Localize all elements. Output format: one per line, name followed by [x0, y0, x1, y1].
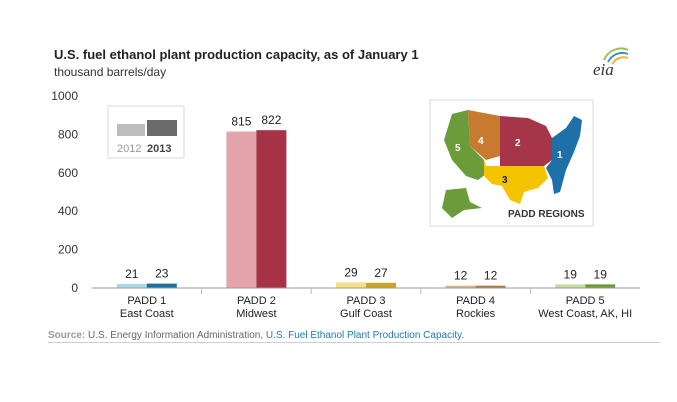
- source-text: U.S. Energy Information Administration,: [85, 330, 266, 341]
- x-tick-label: Gulf Coast: [340, 308, 392, 320]
- x-tick-label: PADD 5: [566, 295, 605, 307]
- legend: 2012 2013: [107, 105, 185, 159]
- padd3-region: [484, 160, 548, 204]
- bar-2013-1: [146, 283, 177, 288]
- legend-swatch-2012: [117, 124, 145, 136]
- data-label-2012-3: 29: [344, 265, 358, 279]
- source-divider: [48, 342, 660, 343]
- data-label-2012-2: 815: [231, 115, 251, 129]
- source-label: Source:: [48, 330, 86, 341]
- x-tick-label: West Coast, AK, HI: [538, 308, 632, 320]
- bar-2012-2: [226, 131, 257, 288]
- map-label-3: 3: [502, 175, 508, 186]
- map-label-5: 5: [455, 143, 461, 154]
- legend-swatch-2013: [147, 120, 177, 136]
- data-label-2012-5: 19: [564, 267, 578, 281]
- bar-2012-3: [336, 282, 366, 288]
- data-label-2012-1: 21: [125, 267, 139, 281]
- y-tick-label: 600: [58, 166, 78, 180]
- map-label-2: 2: [515, 138, 521, 149]
- y-tick-label: 400: [58, 204, 78, 218]
- bar-2012-5: [555, 284, 586, 288]
- x-tick-label: Rockies: [456, 308, 496, 320]
- data-label-2012-4: 12: [454, 269, 468, 283]
- bar-2012-4: [445, 285, 476, 288]
- data-label-2013-4: 12: [484, 269, 498, 283]
- y-tick-label: 800: [58, 127, 78, 141]
- padd4-region: [468, 110, 500, 160]
- map-label-1: 1: [557, 150, 563, 161]
- data-label-2013-3: 27: [374, 266, 388, 280]
- y-tick-label: 0: [71, 281, 78, 295]
- x-tick-label: Midwest: [236, 308, 276, 320]
- x-tick-label: East Coast: [120, 308, 174, 320]
- eia-logo: eia: [593, 60, 614, 79]
- data-label-2013-2: 822: [261, 113, 281, 127]
- bar-2013-3: [366, 282, 396, 288]
- source-link[interactable]: U.S. Fuel Ethanol Plant Production Capac…: [265, 330, 462, 341]
- map-label-4: 4: [478, 136, 484, 147]
- bar-2012-1: [116, 283, 147, 288]
- data-label-2013-1: 23: [155, 267, 169, 281]
- legend-label-2013: 2013: [147, 143, 171, 155]
- chart-title: U.S. fuel ethanol plant production capac…: [54, 47, 419, 62]
- chart-subtitle: thousand barrels/day: [54, 65, 167, 79]
- bar-2013-2: [256, 130, 287, 288]
- padd2-region: [500, 116, 552, 166]
- x-tick-label: PADD 1: [127, 295, 166, 307]
- padd5-region: [444, 110, 486, 180]
- map-caption: PADD REGIONS: [508, 209, 585, 220]
- padd-map: 5 4 2 1 3 PADD REGIONS: [429, 99, 594, 227]
- x-tick-label: PADD 4: [456, 295, 495, 307]
- bar-2013-4: [475, 285, 506, 288]
- data-label-2013-5: 19: [594, 267, 608, 281]
- x-tick-label: PADD 3: [347, 295, 386, 307]
- padd1-region: [546, 116, 582, 194]
- eia-logo-swoosh-icon: [603, 47, 629, 65]
- alaska-region: [442, 188, 482, 218]
- x-tick-label: PADD 2: [237, 295, 276, 307]
- y-axis: 0 200 400 600 800 1000: [51, 89, 78, 295]
- y-tick-label: 1000: [51, 89, 78, 103]
- source-line: Source: U.S. Energy Information Administ…: [48, 330, 464, 341]
- y-tick-label: 200: [58, 243, 78, 257]
- bar-2013-5: [585, 284, 616, 288]
- source-end: .: [461, 330, 465, 341]
- legend-label-2012: 2012: [117, 143, 141, 155]
